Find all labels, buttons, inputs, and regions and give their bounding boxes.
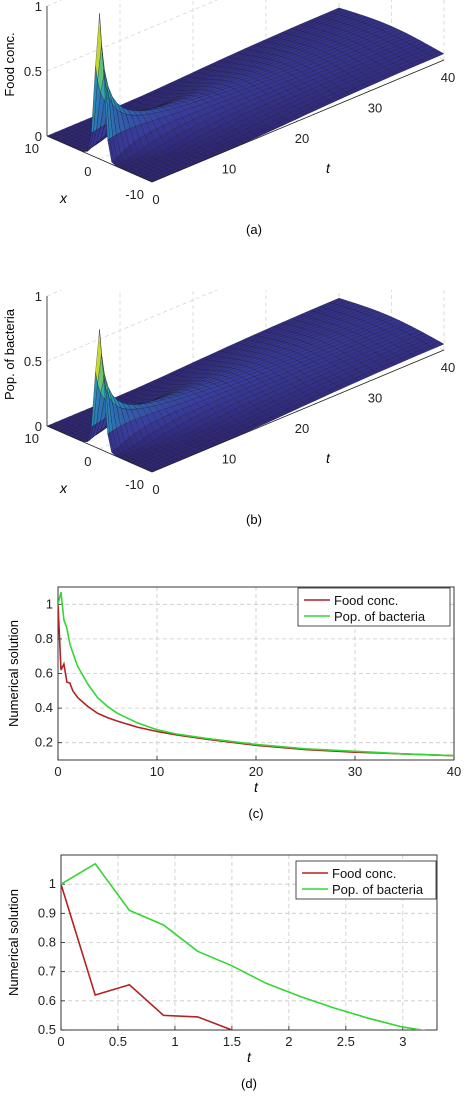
x-tick-label: 40 (447, 764, 461, 779)
y-tick-label: 1 (46, 596, 53, 611)
x-tick-label: 10 (150, 764, 164, 779)
surface (46, 7, 445, 183)
y-tick-label: 0.4 (35, 700, 53, 715)
line-plot-c: 0 10 20 30 40 0.2 0.4 0.6 0.8 1 Food conc.Pop. of … (6, 586, 461, 821)
t-tick-label: 0 (152, 192, 159, 207)
legend-label: Pop. of bacteria (332, 882, 424, 897)
axes (46, 296, 445, 473)
x-tick-label: 1.5 (223, 1034, 241, 1049)
x-tick-label: 0.5 (109, 1034, 127, 1049)
y-tick-label: 0.5 (38, 1022, 56, 1037)
x-tick-label: 3 (399, 1034, 406, 1049)
series-line-food-conc (61, 883, 233, 1030)
z-tick-label: 0 (35, 419, 42, 434)
x-axis-label: t (254, 779, 259, 795)
y-axis-label: Numerical solution (6, 620, 21, 727)
y-tick-label: 0.6 (38, 993, 56, 1008)
legend-label: Food conc. (332, 866, 396, 881)
y-tick-label: 0.7 (38, 964, 56, 979)
x-tick-label: 30 (348, 764, 362, 779)
series-line-food-conc (58, 604, 454, 757)
x-tick-label: 0 (84, 454, 91, 469)
y-tick-label: 0.8 (35, 631, 53, 646)
t-axis-label: t (326, 160, 331, 176)
surface-chart-bacteria: 10 0 -10 0 10 20 30 40 0 0.5 1 x t Pop. of bacteria (b… (0, 173, 474, 560)
y-axis-label: Numerical solution (6, 889, 21, 996)
grid-line-z (46, 0, 218, 72)
legend-box (295, 860, 437, 900)
z-tick-label: 0.5 (24, 64, 42, 79)
x-tick-label: 0 (54, 764, 61, 779)
caption: (a) (246, 222, 262, 237)
x-tick-label: 10 (25, 141, 39, 156)
t-tick-label: 10 (222, 162, 236, 177)
t-tick-label: 20 (295, 131, 309, 146)
x-tick-label: 2.5 (337, 1034, 355, 1049)
z-tick-label: 1 (35, 0, 42, 14)
x-tick-label: 20 (249, 764, 263, 779)
legend-label: Food conc. (334, 593, 398, 608)
caption: (b) (246, 512, 262, 527)
legend: Food conc.Pop. of bacteria (297, 587, 451, 627)
series-line-pop-bacteria (61, 862, 427, 1030)
y-tick-label: 0.2 (35, 735, 53, 750)
t-tick-label: 30 (368, 101, 382, 116)
legend: Food conc.Pop. of bacteria (295, 860, 437, 900)
t-axis-line (151, 349, 445, 473)
line-chart-full: 0 10 20 30 40 0.2 0.4 0.6 0.8 1 Food conc. Pop. of … (0, 565, 474, 835)
z-tick-label: 0.5 (24, 354, 42, 369)
caption: (c) (248, 806, 263, 821)
t-tick-label: 10 (222, 452, 236, 467)
surface-chart-food: 10 0 -10 0 10 20 30 40 0 0.5 1 x t Food conc. (a) (0, 0, 474, 270)
caption: (d) (241, 1076, 257, 1091)
y-tick-label: 0.8 (38, 935, 56, 950)
x-tick-label: 10 (25, 431, 39, 446)
z-tick-label: 1 (35, 290, 42, 304)
t-tick-label: 20 (295, 421, 309, 436)
series-line-pop-bacteria (58, 592, 454, 757)
axes (46, 6, 445, 183)
y-tick-label: 0.6 (35, 666, 53, 681)
x-axis-label: x (59, 190, 68, 206)
t-axis-label: t (326, 450, 331, 466)
y-tick-label: 1 (49, 876, 56, 891)
t-tick-label: 0 (152, 482, 159, 497)
line-chart-zoom: 0 0.5 1 1.5 2 2.5 3 0.5 0.6 0.7 0.8 0.9 1 Food conc. P… (0, 845, 474, 1102)
t-axis-line (151, 59, 445, 183)
z-axis-label: Food conc. (2, 32, 17, 96)
x-tick-label: -10 (125, 187, 144, 202)
x-tick-label: 0 (84, 164, 91, 179)
legend-box (297, 587, 451, 627)
t-tick-label: 30 (368, 391, 382, 406)
x-tick-label: 2 (285, 1034, 292, 1049)
surface (46, 297, 445, 473)
legend-label: Pop. of bacteria (334, 609, 426, 624)
x-axis-line (46, 135, 153, 183)
z-axis-label: Pop. of bacteria (2, 308, 17, 400)
y-tick-label: 0.9 (38, 905, 56, 920)
x-axis-line (46, 425, 153, 473)
t-tick-label: 40 (441, 360, 455, 375)
x-tick-label: 0 (57, 1034, 64, 1049)
x-tick-label: -10 (125, 477, 144, 492)
x-axis-label: t (247, 1049, 252, 1065)
x-tick-label: 1 (171, 1034, 178, 1049)
z-tick-label: 0 (35, 129, 42, 144)
t-tick-label: 40 (441, 70, 455, 85)
x-axis-label: x (59, 480, 68, 496)
